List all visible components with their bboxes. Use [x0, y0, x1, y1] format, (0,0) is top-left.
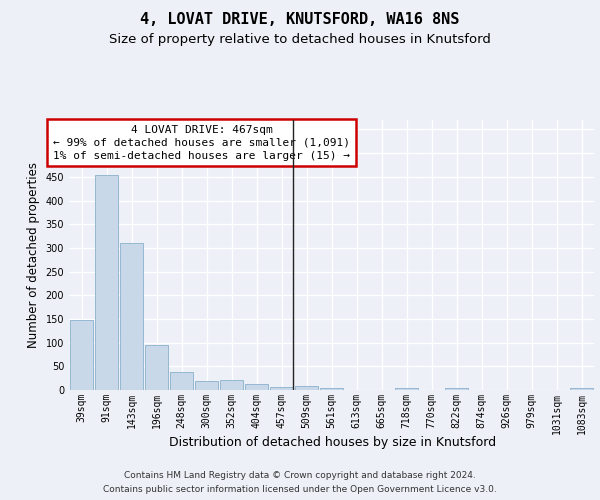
Bar	[120, 243, 143, 390]
Bar	[445, 388, 468, 390]
Bar	[395, 388, 418, 390]
Bar	[320, 388, 343, 390]
Text: 4, LOVAT DRIVE, KNUTSFORD, WA16 8NS: 4, LOVAT DRIVE, KNUTSFORD, WA16 8NS	[140, 12, 460, 28]
Bar	[220, 380, 243, 390]
Bar	[195, 380, 218, 390]
Text: 4 LOVAT DRIVE: 467sqm
← 99% of detached houses are smaller (1,091)
1% of semi-de: 4 LOVAT DRIVE: 467sqm ← 99% of detached …	[53, 124, 350, 161]
Text: Contains public sector information licensed under the Open Government Licence v3: Contains public sector information licen…	[103, 484, 497, 494]
Text: Contains HM Land Registry data © Crown copyright and database right 2024.: Contains HM Land Registry data © Crown c…	[124, 472, 476, 480]
Bar	[295, 386, 318, 390]
Bar	[170, 372, 193, 390]
Text: Distribution of detached houses by size in Knutsford: Distribution of detached houses by size …	[169, 436, 497, 449]
Bar	[245, 384, 268, 390]
Bar	[145, 345, 168, 390]
Y-axis label: Number of detached properties: Number of detached properties	[27, 162, 40, 348]
Text: Size of property relative to detached houses in Knutsford: Size of property relative to detached ho…	[109, 32, 491, 46]
Bar	[70, 320, 93, 390]
Bar	[270, 387, 293, 390]
Bar	[95, 176, 118, 390]
Bar	[570, 388, 593, 390]
